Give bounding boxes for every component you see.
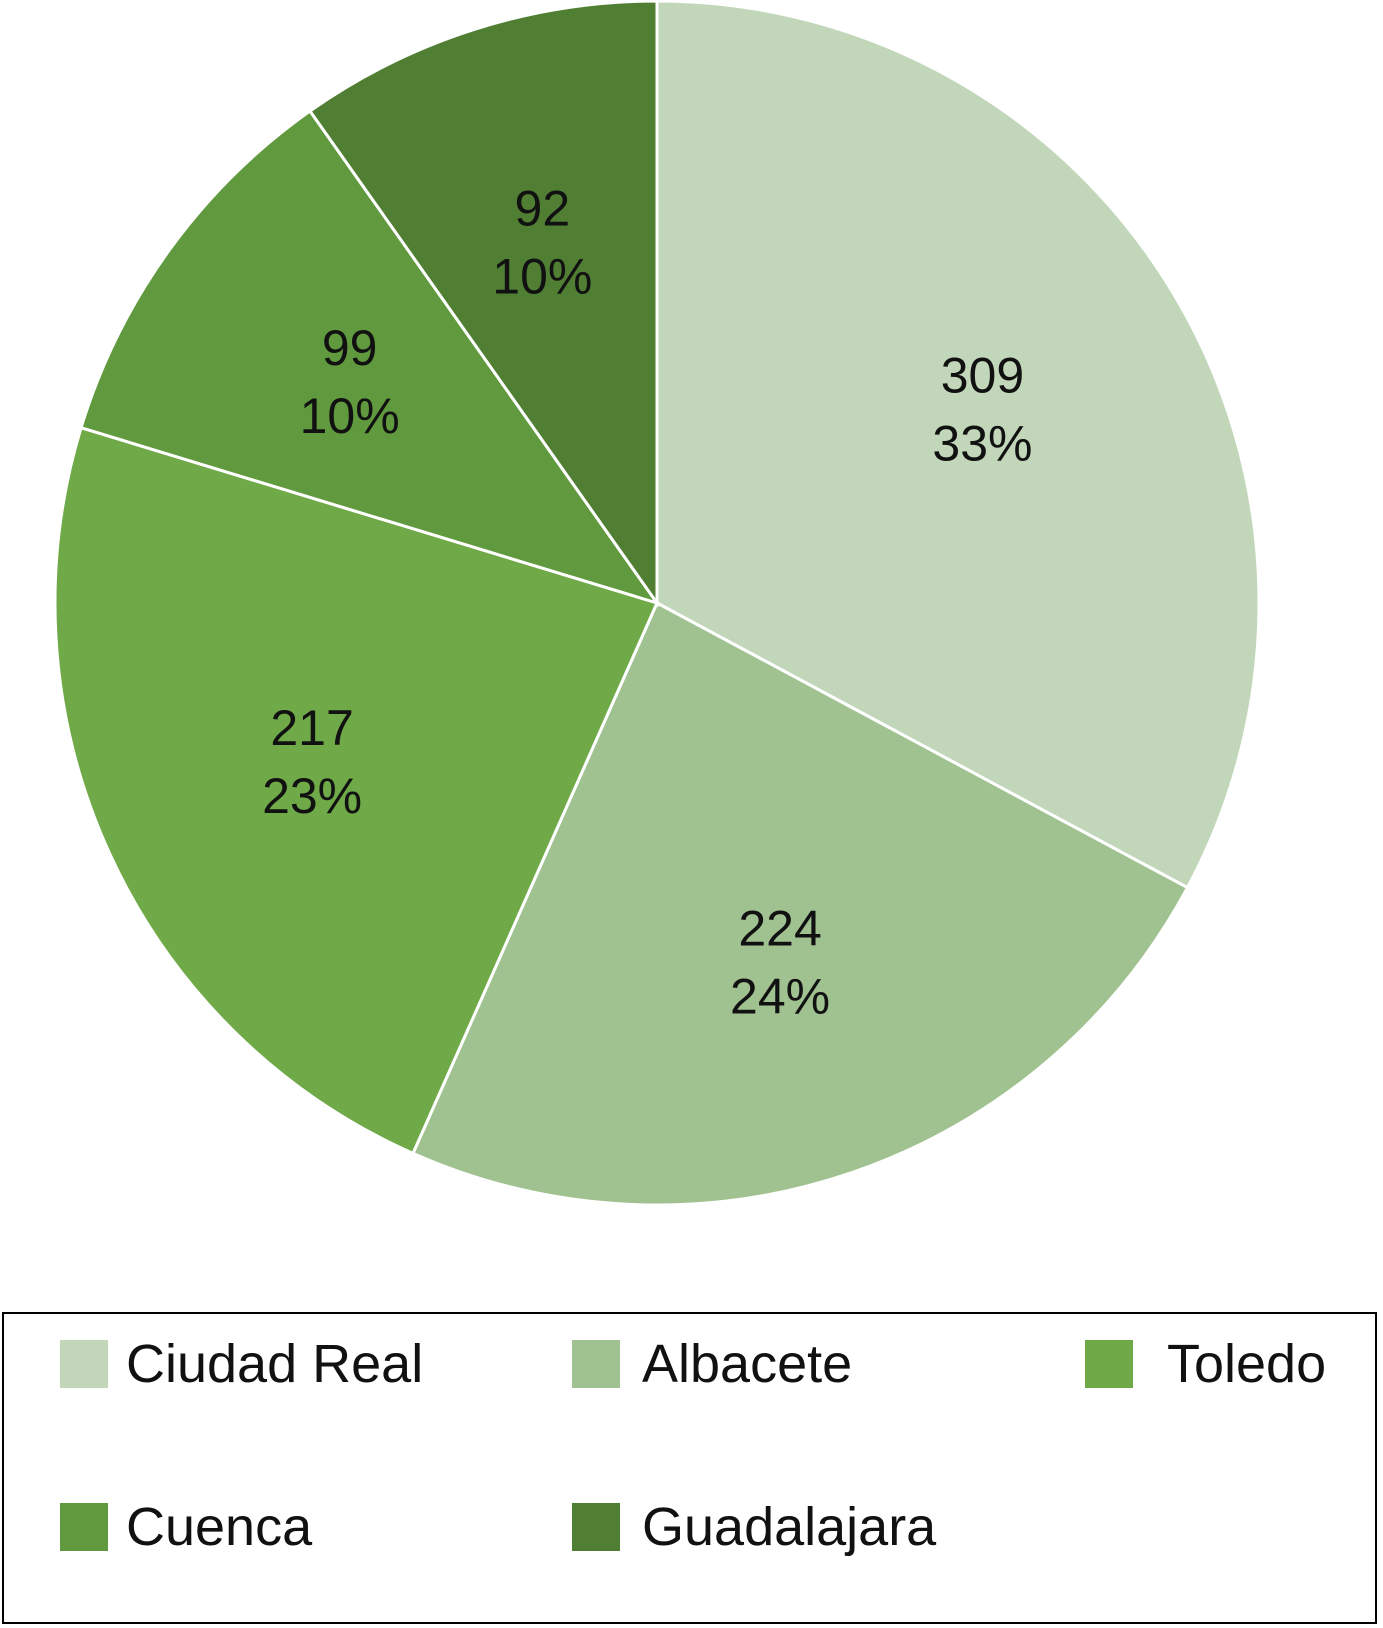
slice-percent-label-ciudad-real: 33% bbox=[932, 415, 1032, 471]
pie-slice-toledo bbox=[53, 425, 660, 1156]
pie-slice-ciudad-real bbox=[655, 0, 1261, 890]
legend-item-toledo: Toledo bbox=[1085, 1334, 1326, 1394]
legend-item-albacete: Albacete bbox=[572, 1334, 852, 1394]
legend-label-cuenca: Cuenca bbox=[126, 1497, 313, 1557]
slice-percent-label-guadalajara: 10% bbox=[492, 248, 592, 304]
slice-value-label-ciudad-real: 309 bbox=[941, 347, 1024, 403]
slice-value-label-cuenca: 99 bbox=[322, 320, 378, 376]
legend-swatch-toledo bbox=[1085, 1340, 1133, 1388]
pie-slice-cuenca bbox=[79, 108, 661, 606]
pie-slices bbox=[53, 0, 1261, 1207]
slice-percent-label-toledo: 23% bbox=[262, 768, 362, 824]
legend-label-ciudad-real: Ciudad Real bbox=[126, 1334, 424, 1394]
legend-item-cuenca: Cuenca bbox=[60, 1497, 312, 1557]
slice-percent-label-albacete: 24% bbox=[730, 969, 830, 1025]
slice-value-label-guadalajara: 92 bbox=[515, 180, 571, 236]
legend-item-ciudad-real: Ciudad Real bbox=[60, 1334, 423, 1394]
legend: Ciudad Real Albacete Toledo Cuenca Guada… bbox=[2, 1312, 1377, 1624]
legend-swatch-ciudad-real bbox=[60, 1340, 108, 1388]
legend-label-toledo: Toledo bbox=[1167, 1334, 1327, 1394]
pie-chart: 309 33% 224 24% 217 23% 99 10% 92 10% bbox=[53, 0, 1261, 1207]
legend-item-guadalajara: Guadalajara bbox=[572, 1497, 936, 1557]
slice-labels: 309 33% 224 24% 217 23% 99 10% 92 10% bbox=[262, 180, 1032, 1024]
legend-label-albacete: Albacete bbox=[642, 1334, 853, 1394]
legend-swatch-cuenca bbox=[60, 1503, 108, 1551]
legend-swatch-albacete bbox=[572, 1340, 620, 1388]
slice-percent-label-cuenca: 10% bbox=[300, 388, 400, 444]
legend-label-guadalajara: Guadalajara bbox=[642, 1497, 937, 1557]
legend-swatch-guadalajara bbox=[572, 1503, 620, 1551]
slice-value-label-toledo: 217 bbox=[270, 700, 353, 756]
slice-value-label-albacete: 224 bbox=[738, 901, 821, 957]
pie-slice-guadalajara bbox=[307, 0, 659, 608]
pie-slice-albacete bbox=[411, 600, 1190, 1207]
